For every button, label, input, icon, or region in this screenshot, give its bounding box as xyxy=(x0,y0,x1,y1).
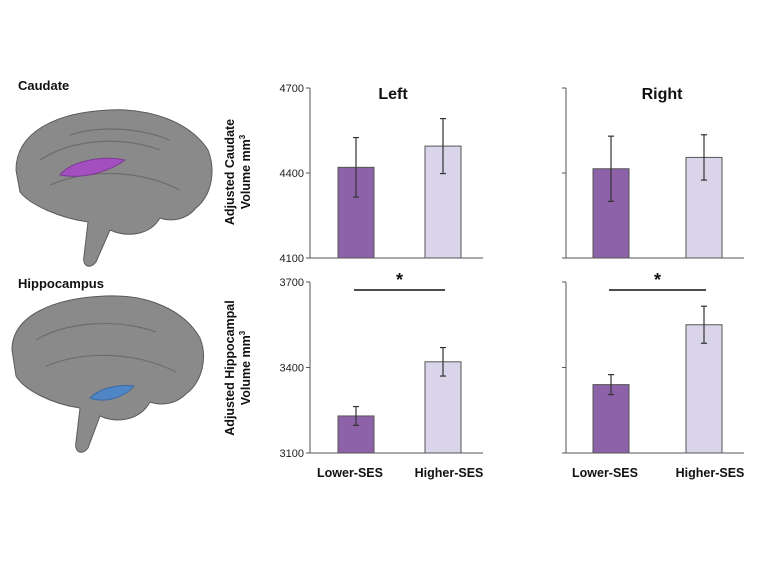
significance-star: * xyxy=(396,270,403,290)
hippo-ylabel-line2: Volume mm3 xyxy=(238,330,253,405)
category-label-lower-ses: Lower-SES xyxy=(317,466,383,480)
hippocampus-right-chart: Lower-SES Higher-SES * xyxy=(562,270,744,480)
caudate-left-chart: 4100 4400 4700 xyxy=(280,83,483,265)
error-bar xyxy=(608,135,614,202)
y-tick-label: 4400 xyxy=(280,168,304,180)
error-bar xyxy=(440,346,446,377)
bar-higher-ses xyxy=(424,361,462,454)
right-panel-title: Right xyxy=(642,86,684,103)
hippo-ylabel-line1: Adjusted Hippocampal xyxy=(223,300,237,435)
y-tick-label: 4700 xyxy=(280,83,304,95)
hippocampus-left-chart: 3100 3400 3700 Lower-SES Higher-SES * xyxy=(280,270,484,480)
error-bar xyxy=(701,134,707,181)
brain-hippocampus-illustration xyxy=(11,295,204,453)
caudate-ylabel-line2: Volume mm3 xyxy=(238,134,253,209)
error-bar xyxy=(353,136,359,198)
category-label-higher-ses: Higher-SES xyxy=(676,466,745,480)
error-bar xyxy=(701,305,707,344)
y-tick-label: 3400 xyxy=(280,363,304,375)
error-bar xyxy=(440,117,446,175)
bar-higher-ses xyxy=(685,324,723,454)
significance-star: * xyxy=(654,270,661,290)
error-bar xyxy=(353,405,359,426)
left-panel-title: Left xyxy=(378,86,408,103)
caudate-region-label: Caudate xyxy=(18,78,69,93)
caudate-highlight xyxy=(59,157,127,177)
y-tick-label: 4100 xyxy=(280,253,304,265)
hippocampus-highlight xyxy=(89,385,135,401)
category-label-lower-ses: Lower-SES xyxy=(572,466,638,480)
caudate-right-chart xyxy=(562,87,744,259)
category-label-higher-ses: Higher-SES xyxy=(415,466,484,480)
brain-caudate-illustration xyxy=(15,109,213,267)
caudate-ylabel-line1: Adjusted Caudate xyxy=(223,119,237,225)
error-bar xyxy=(608,374,614,396)
y-tick-label: 3100 xyxy=(280,448,304,460)
bar-lower-ses xyxy=(592,384,630,454)
hippocampus-region-label: Hippocampus xyxy=(18,276,104,291)
y-tick-label: 3700 xyxy=(280,277,304,289)
